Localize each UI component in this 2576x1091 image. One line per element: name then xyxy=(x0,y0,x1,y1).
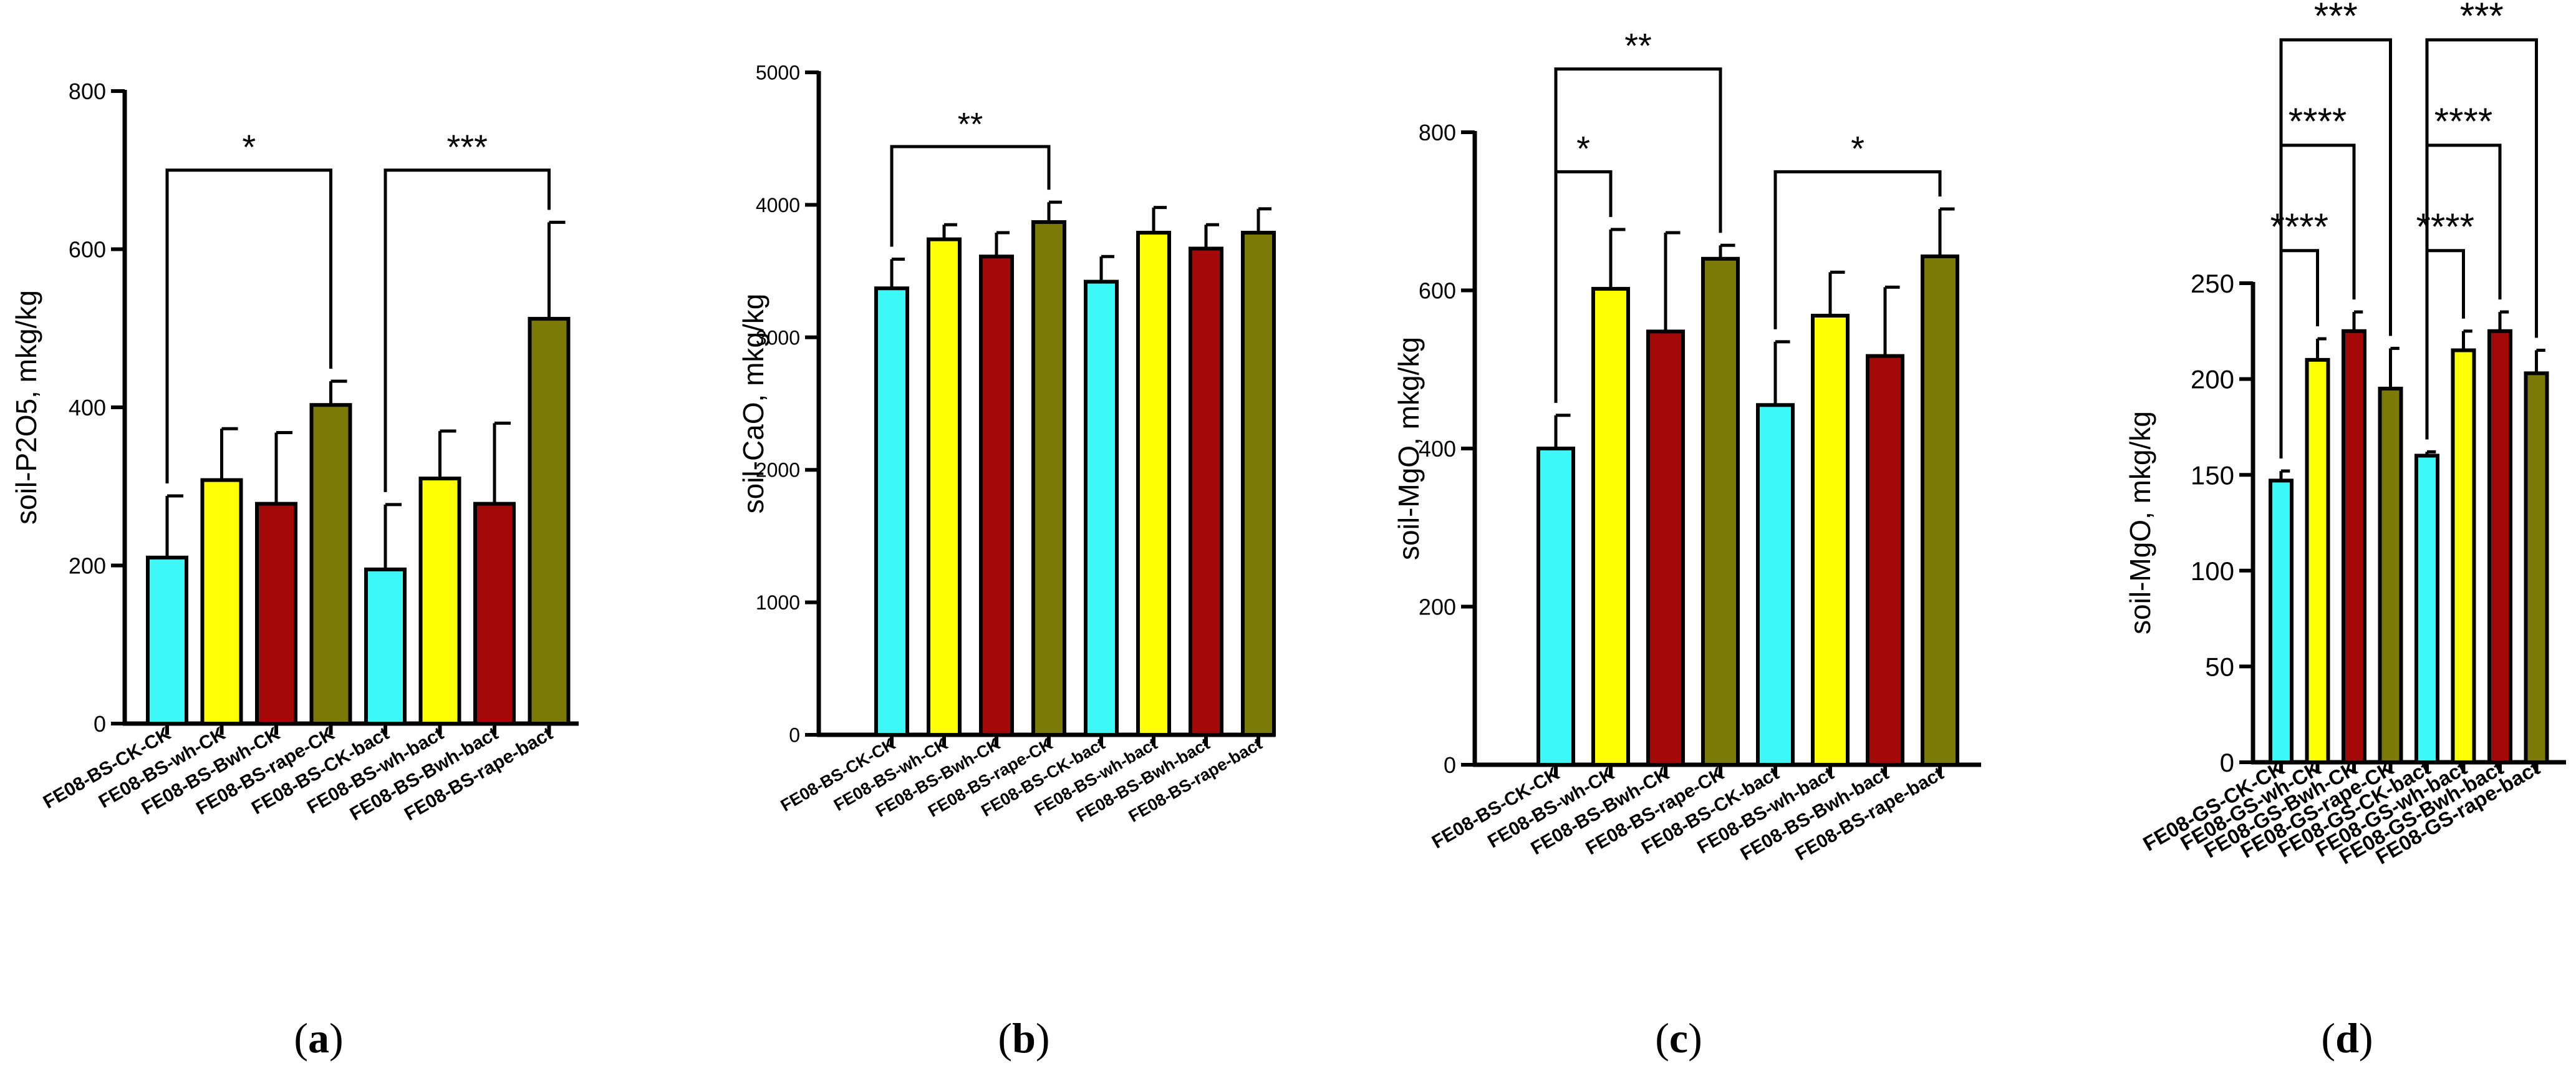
chart-b-bar xyxy=(1189,246,1223,737)
chart-a-bar xyxy=(146,555,188,725)
chart-d-significance-label: *** xyxy=(2314,0,2358,37)
caption-c: (c) xyxy=(1616,1014,1741,1063)
chart-a: soil-P2O5, mkg/kg0200400600800FE08-BS-CK… xyxy=(10,79,579,825)
chart-d-bar xyxy=(2414,453,2439,764)
chart-a-significance-label: * xyxy=(242,127,256,167)
caption-c-close: ) xyxy=(1688,1014,1702,1062)
chart-d-bar xyxy=(2487,329,2512,764)
chart-d-significance-label: **** xyxy=(2416,206,2474,248)
chart-c-significance-bracket xyxy=(1773,170,1942,329)
chart-b-significance-label: ** xyxy=(958,107,983,143)
chart-b-y-tick-label: 4000 xyxy=(756,194,800,216)
caption-b-open: ( xyxy=(998,1014,1013,1062)
chart-b-bar xyxy=(874,286,909,737)
caption-a-letter: a xyxy=(308,1014,329,1062)
chart-b-bar xyxy=(1136,231,1171,737)
chart-d-bar xyxy=(2342,329,2366,764)
chart-b-bar xyxy=(927,237,962,737)
chart-c-bar xyxy=(1701,256,1740,767)
chart-a-y-axis-label: soil-P2O5, mkg/kg xyxy=(10,290,42,525)
chart-c-significance-label: * xyxy=(1851,128,1864,168)
chart-a-significance-bracket xyxy=(165,168,332,483)
chart-d-significance-label: **** xyxy=(2434,100,2492,142)
chart-a-bar xyxy=(364,567,407,726)
chart-d-significance-label: **** xyxy=(2289,100,2347,142)
chart-b-significance-bracket xyxy=(890,145,1051,247)
chart-d-y-axis-label: soil-MgO, mkg/kg xyxy=(2124,411,2156,634)
caption-b: (b) xyxy=(962,1014,1086,1063)
caption-d-letter: d xyxy=(2335,1014,2359,1062)
chart-c-bar xyxy=(1866,354,1904,767)
chart-a-y-tick-label: 200 xyxy=(69,553,106,578)
chart-a-significance-bracket xyxy=(384,168,551,492)
chart-a-bar xyxy=(309,403,352,725)
chart-c-y-tick-label: 0 xyxy=(1444,752,1456,778)
chart-b-y-tick-label: 0 xyxy=(789,724,800,747)
chart-a-bar xyxy=(418,477,461,725)
chart-c-y-tick-label: 600 xyxy=(1419,278,1456,303)
chart-a-y-tick-label: 0 xyxy=(94,711,106,737)
chart-c-significance-label: ** xyxy=(1624,26,1652,65)
chart-d-bar xyxy=(2524,371,2549,764)
chart-d-significance-bracket xyxy=(2279,38,2392,459)
chart-d-bar xyxy=(2451,348,2476,764)
caption-d-close: ) xyxy=(2358,1014,2373,1062)
chart-a-y-tick-label: 400 xyxy=(69,395,106,420)
chart-a-y-tick-label: 800 xyxy=(69,79,106,104)
chart-d-bar xyxy=(2305,357,2330,764)
chart-c-bar xyxy=(1646,329,1685,767)
chart-c-y-tick-label: 800 xyxy=(1419,120,1456,145)
chart-d-y-tick-label: 0 xyxy=(2220,748,2234,777)
chart-c-significance-bracket xyxy=(1554,67,1722,403)
chart-c-y-axis-label: soil-MgO, mkg/kg xyxy=(1392,337,1425,560)
chart-b-bar xyxy=(1031,220,1066,737)
chart-d-y-tick-label: 100 xyxy=(2191,556,2234,586)
caption-c-letter: c xyxy=(1669,1014,1689,1062)
chart-d-significance-label: **** xyxy=(2270,206,2328,248)
chart-c-bar xyxy=(1811,314,1850,767)
caption-b-letter: b xyxy=(1012,1014,1036,1062)
chart-c-y-tick-label: 200 xyxy=(1419,594,1456,619)
caption-a-open: ( xyxy=(294,1014,308,1062)
chart-b: soil-CaO, mkg/kg010002000300040005000FE0… xyxy=(737,62,1276,826)
chart-b-y-tick-label: 1000 xyxy=(756,591,800,614)
chart-b-bar xyxy=(1241,231,1276,737)
chart-d-bar xyxy=(2378,386,2403,764)
chart-c-bar xyxy=(1536,447,1575,767)
chart-d-y-tick-label: 250 xyxy=(2191,269,2234,298)
caption-b-close: ) xyxy=(1035,1014,1050,1062)
chart-d-significance-bracket xyxy=(2425,38,2538,440)
chart-a-bar xyxy=(200,478,243,725)
chart-c: soil-MgO, mkg/kg0200400600800FE08-BS-CK-… xyxy=(1392,26,1981,865)
chart-b-bar xyxy=(1084,279,1119,737)
chart-d-significance-label: *** xyxy=(2460,0,2504,37)
chart-b-y-tick-label: 3000 xyxy=(756,326,800,349)
chart-b-y-tick-label: 2000 xyxy=(756,459,800,482)
caption-a: (a) xyxy=(256,1014,381,1063)
chart-c-bar xyxy=(1921,254,1959,767)
chart-d-bar xyxy=(2269,478,2294,765)
caption-d: (d) xyxy=(2285,1014,2410,1063)
chart-c-bar xyxy=(1591,286,1630,767)
caption-a-close: ) xyxy=(329,1014,344,1062)
caption-d-open: ( xyxy=(2321,1014,2336,1062)
chart-d-y-tick-label: 150 xyxy=(2191,460,2234,490)
chart-b-y-axis-label: soil-CaO, mkg/kg xyxy=(737,294,769,514)
chart-c-y-tick-label: 400 xyxy=(1419,436,1456,462)
chart-c-bar xyxy=(1756,403,1795,767)
chart-c-significance-label: * xyxy=(1576,128,1590,168)
chart-d: soil-MgO, mkg/kg050100150200250FE08-GS-C… xyxy=(2124,0,2566,869)
chart-b-y-tick-label: 5000 xyxy=(756,62,800,84)
chart-a-y-tick-label: 600 xyxy=(69,236,106,262)
chart-a-bar xyxy=(255,502,297,725)
chart-a-bar xyxy=(528,317,571,726)
chart-a-bar xyxy=(473,502,516,725)
chart-b-bar xyxy=(979,255,1014,737)
chart-a-significance-label: *** xyxy=(447,127,488,167)
caption-c-open: ( xyxy=(1655,1014,1669,1062)
chart-d-y-tick-label: 50 xyxy=(2205,652,2234,682)
chart-d-y-tick-label: 200 xyxy=(2191,365,2234,394)
